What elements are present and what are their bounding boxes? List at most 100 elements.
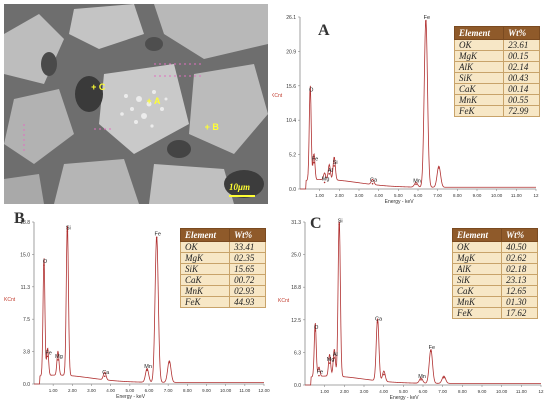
y-tick-label: 31.3 bbox=[291, 220, 301, 226]
x-tick-label: 3.00 bbox=[87, 388, 96, 393]
element-cell: MnK bbox=[451, 296, 503, 308]
table-header: Element bbox=[179, 228, 231, 242]
peak-point bbox=[43, 264, 45, 266]
spectrum-line bbox=[34, 226, 264, 385]
element-cell: FeK bbox=[451, 307, 503, 319]
weight-cell: 44.93 bbox=[229, 296, 266, 308]
spectrum-line bbox=[300, 19, 536, 190]
weight-cell: 02.93 bbox=[229, 285, 266, 297]
x-tick-label: 7.00 bbox=[438, 389, 447, 394]
spectrum-panel-c: 31.3 25.0 18.8 12.5 6.3 0.0 1.00 2.00 3.00 4.00 5.… bbox=[276, 210, 550, 411]
element-cell: MgK bbox=[179, 252, 231, 264]
weight-cell: 40.50 bbox=[501, 241, 538, 253]
composition-table: Element Wt% OK 33.41 MgK 02.35 SiK 15.65 CaK 00.7… bbox=[179, 228, 266, 308]
element-cell: CaK bbox=[453, 83, 505, 95]
peak-point bbox=[314, 330, 317, 332]
table-row: CaK 00.72 bbox=[179, 274, 266, 286]
weight-cell: 23.61 bbox=[503, 39, 540, 51]
y-tick-label: 18.8 bbox=[20, 220, 30, 226]
x-tick-label: 10.00 bbox=[220, 388, 232, 393]
element-cell: MnK bbox=[179, 285, 231, 297]
y-tick-label: 18.8 bbox=[291, 285, 301, 291]
table-row: OK 33.41 bbox=[179, 241, 266, 253]
peak-point bbox=[376, 321, 379, 324]
spectrum-chart: 18.8 15.0 11.3 7.5 3.8 0.0 1.00 2.00 3.00 4.00 5.0… bbox=[4, 220, 270, 400]
table-row: MnK 02.93 bbox=[179, 285, 266, 297]
table-row: FeK 17.62 bbox=[451, 307, 538, 319]
peak-point bbox=[443, 376, 445, 379]
peak-point bbox=[168, 361, 171, 364]
weight-cell: 01.30 bbox=[501, 296, 538, 308]
x-tick-label: 8.00 bbox=[183, 388, 192, 393]
y-tick-label: 6.3 bbox=[294, 350, 301, 356]
peak-point bbox=[155, 236, 158, 239]
element-cell: MgK bbox=[453, 50, 505, 62]
peak-label: Ca bbox=[102, 370, 110, 376]
peak-label: Ca bbox=[370, 178, 378, 184]
x-tick-label: 9.00 bbox=[202, 388, 211, 393]
weight-cell: 00.55 bbox=[503, 94, 540, 106]
peak-label: Fe bbox=[154, 232, 160, 238]
peak-point bbox=[328, 173, 331, 175]
peak-label: Ca bbox=[375, 317, 383, 323]
sem-image bbox=[4, 4, 268, 204]
weight-cell: 00.15 bbox=[503, 50, 540, 62]
element-cell: CaK bbox=[451, 285, 503, 297]
table-row: AlK 02.18 bbox=[451, 263, 538, 275]
scale-bar-label: 10μm bbox=[229, 182, 251, 192]
x-tick-label: 3.00 bbox=[355, 193, 364, 198]
x-tick-label: 12 bbox=[533, 193, 539, 198]
table-row: AlK 02.14 bbox=[453, 61, 540, 73]
x-tick-label: 12 bbox=[538, 389, 544, 394]
y-tick-label: 12.5 bbox=[291, 318, 301, 324]
table-row: CaK 12.65 bbox=[451, 285, 538, 297]
peak-point bbox=[309, 92, 312, 95]
x-tick-label: 2.00 bbox=[335, 193, 344, 198]
spectrum-panel-b: 18.8 15.0 11.3 7.5 3.8 0.0 1.00 2.00 3.00 4.00 5.0… bbox=[0, 210, 276, 411]
y-tick-label: 15.6 bbox=[286, 84, 296, 90]
table-row: MgK 02.62 bbox=[451, 252, 538, 264]
x-tick-label: 10.00 bbox=[491, 193, 503, 198]
panel-label: A bbox=[318, 22, 330, 39]
x-tick-label: 5.00 bbox=[394, 193, 403, 198]
x-tick-label: 3.00 bbox=[360, 389, 369, 394]
x-tick-label: 2.00 bbox=[68, 388, 77, 393]
y-tick-label: 10.4 bbox=[286, 118, 296, 124]
panel-label: B bbox=[14, 210, 25, 227]
peak-point bbox=[430, 350, 432, 352]
element-cell: OK bbox=[179, 241, 231, 253]
table-header: Element bbox=[451, 228, 503, 242]
weight-cell: 00.14 bbox=[503, 83, 540, 95]
element-cell: SiK bbox=[179, 263, 231, 275]
element-cell: SiK bbox=[453, 72, 505, 84]
weight-cell: 33.41 bbox=[229, 241, 266, 253]
sem-point-marker: + B bbox=[204, 122, 219, 132]
y-axis-label: KCnt bbox=[272, 93, 283, 99]
spectrum-chart: 26.1 20.9 15.6 10.4 5.2 0.0 1.00 2.00 3.00 4.00 5.… bbox=[272, 15, 539, 205]
peak-point bbox=[318, 374, 320, 377]
sem-micrograph: + C + A + B 10μm bbox=[4, 4, 268, 204]
y-tick-label: 26.1 bbox=[286, 15, 296, 21]
y-axis-label: KCnt bbox=[278, 298, 290, 304]
peak-point bbox=[103, 375, 106, 378]
x-tick-label: 8.00 bbox=[453, 193, 462, 198]
peak-point bbox=[333, 357, 336, 359]
panel-label: C bbox=[310, 215, 322, 232]
peak-point bbox=[425, 20, 427, 22]
table-header: Wt% bbox=[503, 26, 540, 40]
x-tick-label: 6.00 bbox=[419, 389, 428, 394]
element-cell: SiK bbox=[451, 274, 503, 286]
table-row: FeK 72.99 bbox=[453, 105, 540, 117]
x-tick-label: 10.00 bbox=[496, 389, 508, 394]
peak-point bbox=[146, 369, 148, 372]
x-tick-label: 11.00 bbox=[239, 388, 250, 393]
weight-cell: 17.62 bbox=[501, 307, 538, 319]
x-tick-label: 5.00 bbox=[125, 388, 134, 393]
x-tick-label: 9.00 bbox=[478, 389, 487, 394]
weight-cell: 02.14 bbox=[503, 61, 540, 73]
peak-label: Si bbox=[333, 160, 338, 166]
peak-point bbox=[66, 230, 69, 233]
composition-table: Element Wt% OK 40.50 MgK 02.62 AlK 02.18 SiK 23.1… bbox=[451, 228, 538, 319]
composition-table: Element Wt% OK 23.61 MgK 00.15 AlK 02.14 SiK 00.4… bbox=[453, 26, 540, 117]
table-header-row: Element Wt% bbox=[453, 26, 540, 40]
